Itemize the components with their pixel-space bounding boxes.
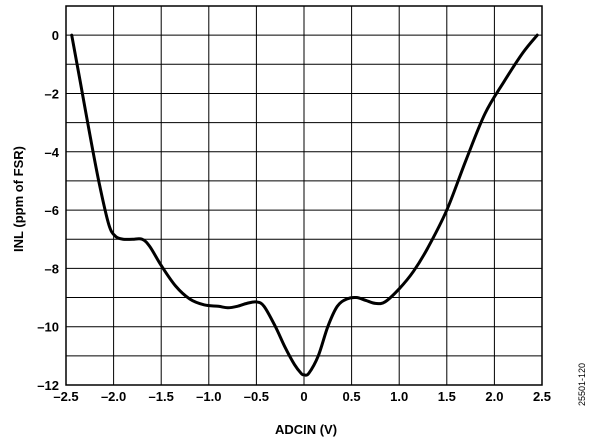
plot-frame [65,5,543,386]
x-tick-label: –0.5 [244,389,269,404]
x-tick-label: 2.0 [485,389,503,404]
x-tick-label: 2.5 [533,389,551,404]
x-tick-label: 1.0 [390,389,408,404]
x-tick-label: –2.5 [53,389,78,404]
x-tick-label: –1.5 [149,389,174,404]
y-tick-label: –6 [45,203,59,218]
y-tick-label: 0 [52,28,59,43]
figure-id-label: 25501-120 [577,363,587,406]
y-tick-label: –10 [37,320,59,335]
x-tick-label: 1.5 [438,389,456,404]
x-tick-label: –2.0 [101,389,126,404]
y-tick-label: –2 [45,86,59,101]
y-tick-label: –8 [45,261,59,276]
series-line [70,33,539,377]
x-tick-label: –1.0 [196,389,221,404]
x-tick-label: 0 [300,389,307,404]
x-axis-label: ADCIN (V) [275,422,337,437]
y-tick-label: –12 [37,378,59,393]
grid-lines [65,5,543,386]
y-axis-label: INL (ppm of FSR) [11,146,26,252]
y-tick-label: –4 [45,145,60,160]
tick-labels: –2.5 –2.0 –1.5 –1.0 –0.5 0 0.5 1.0 1.5 2.0 2.5 –12 –… [37,28,551,404]
x-tick-label: 0.5 [343,389,361,404]
